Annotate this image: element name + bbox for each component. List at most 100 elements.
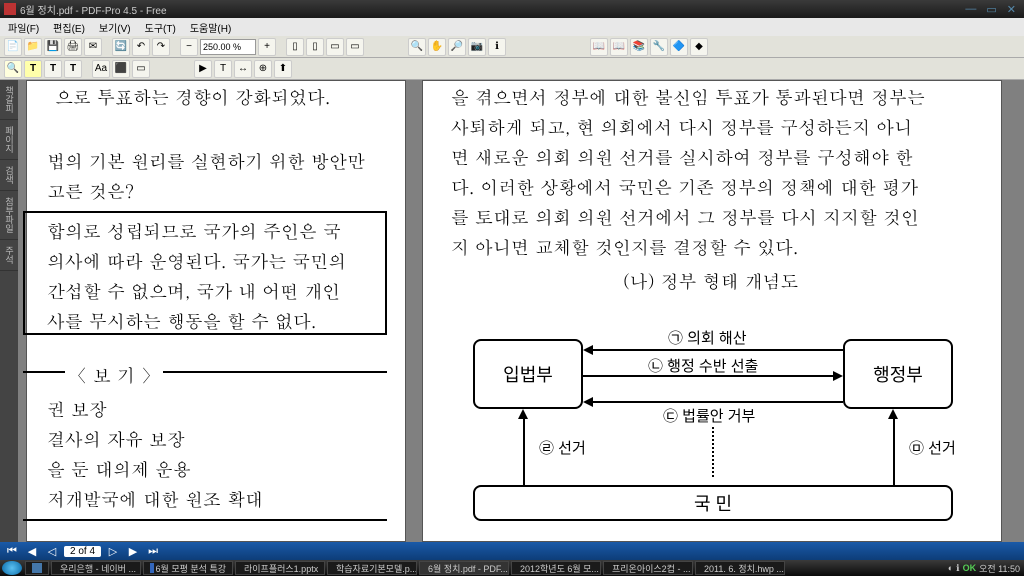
- tab-comment[interactable]: 주석: [0, 240, 18, 271]
- tool-icon[interactable]: 🔧: [650, 38, 668, 56]
- task-item[interactable]: 프리온아이스2컵 - ...: [603, 561, 693, 575]
- highlight-icon[interactable]: 🔍: [4, 60, 22, 78]
- box-line2: 의사에 따라 운영된다. 국가는 국민의: [47, 247, 346, 278]
- clock[interactable]: 오전 11:50: [979, 562, 1020, 575]
- document-area: 으로 투표하는 경향이 강화되었다. 법의 기본 원리를 실현하기 위한 방안만…: [18, 80, 1024, 542]
- menubar: 파일(F) 편집(E) 보기(V) 도구(T) 도움말(H): [0, 18, 1024, 36]
- menu-tools[interactable]: 도구(T): [139, 19, 182, 36]
- task-item[interactable]: 2011. 6. 정치.hwp ...: [695, 561, 785, 575]
- print-icon[interactable]: 🖨: [64, 38, 82, 56]
- para-l4: 다. 이러한 상황에서 국민은 기존 정부의 정책에 대한 평가: [451, 173, 918, 204]
- page-indicator[interactable]: 2 of 4: [64, 546, 101, 557]
- system-tray: ◐ ℹ OK 오전 11:50: [944, 562, 1024, 575]
- option2: 결사의 자유 보장: [47, 425, 185, 456]
- option3: 을 둔 대의제 운용: [47, 455, 191, 486]
- task-item-active[interactable]: 6월 정치.pdf - PDF...: [419, 561, 509, 575]
- maximize-button[interactable]: ▭: [982, 3, 1000, 16]
- zoomin-icon[interactable]: +: [258, 38, 276, 56]
- menu-view[interactable]: 보기(V): [93, 19, 137, 36]
- tab-bookmarks[interactable]: 책갈피: [0, 80, 18, 120]
- menu-edit[interactable]: 편집(E): [47, 19, 91, 36]
- menu-help[interactable]: 도움말(H): [184, 19, 237, 36]
- task-item[interactable]: 2012학년도 6월 모...: [511, 561, 601, 575]
- close-button[interactable]: ✕: [1003, 3, 1020, 16]
- statusbar: ⏮ ◀ ◁ 2 of 4 ▷ ▶ ⏭: [0, 542, 1024, 560]
- text1-icon[interactable]: T: [24, 60, 42, 78]
- next-page-button[interactable]: ▶: [125, 544, 141, 558]
- prev-page-button[interactable]: ◀: [24, 544, 40, 558]
- tab-attach[interactable]: 첨부파일: [0, 191, 18, 240]
- minimize-button[interactable]: —: [961, 3, 980, 16]
- hand-icon[interactable]: ✋: [428, 38, 446, 56]
- toolbar-annot: 🔍 T T T Aa ⬛ ▭ ▶ T ↔ ⊕ ⬆: [0, 58, 1024, 80]
- taskbar: 우리은행 - 네이버 ... 6월 모평 분석 특강 라이프플러스1.pptx …: [0, 560, 1024, 576]
- tray-icon[interactable]: ◐: [948, 563, 953, 573]
- diagram-title: (나) 정부 형태 개념도: [623, 267, 799, 298]
- node-legislature: 입법부: [473, 339, 583, 409]
- book-icon[interactable]: 📖: [590, 38, 608, 56]
- snapshot-icon[interactable]: 📷: [468, 38, 486, 56]
- start-button[interactable]: [2, 561, 22, 575]
- tray-ok-icon[interactable]: OK: [963, 563, 977, 573]
- open-icon[interactable]: 📁: [24, 38, 42, 56]
- tab-search[interactable]: 검색: [0, 160, 18, 191]
- save-icon[interactable]: 💾: [44, 38, 62, 56]
- para-l1: 을 겪으면서 정부에 대한 불신임 투표가 통과된다면 정부는: [451, 83, 925, 114]
- zoom-tool-icon[interactable]: 🔎: [448, 38, 466, 56]
- para-l3: 면 새로운 의회 의원 선거를 실시하여 정부를 구성해야 한: [451, 143, 913, 174]
- quick-launch[interactable]: [25, 561, 49, 575]
- up-icon[interactable]: ⬆: [274, 60, 292, 78]
- page-facing2-icon[interactable]: ▭: [346, 38, 364, 56]
- page-facing-icon[interactable]: ▭: [326, 38, 344, 56]
- text2-icon[interactable]: T: [44, 60, 62, 78]
- shape-icon[interactable]: 🔷: [670, 38, 688, 56]
- book2-icon[interactable]: 📖: [610, 38, 628, 56]
- label-election2: ㉤ 선거: [909, 437, 956, 458]
- target-icon[interactable]: ⊕: [254, 60, 272, 78]
- box-line1: 합의로 성립되므로 국가의 주인은 국: [47, 217, 341, 248]
- page-left: 으로 투표하는 경향이 강화되었다. 법의 기본 원리를 실현하기 위한 방안만…: [26, 80, 406, 542]
- para-l2: 사퇴하게 되고, 현 의회에서 다시 정부를 구성하든지 아니: [451, 113, 912, 144]
- page-right: 을 겪으면서 정부에 대한 불신임 투표가 통과된다면 정부는 사퇴하게 되고,…: [422, 80, 1002, 542]
- rect-icon[interactable]: ⬛: [112, 60, 130, 78]
- prev-view-button[interactable]: ◁: [44, 544, 60, 558]
- selector-icon[interactable]: ▶: [194, 60, 212, 78]
- mail-icon[interactable]: ✉: [84, 38, 102, 56]
- task-item[interactable]: 우리은행 - 네이버 ...: [51, 561, 141, 575]
- page-single-icon[interactable]: ▯: [286, 38, 304, 56]
- node-executive: 행정부: [843, 339, 953, 409]
- node-people: 국 민: [473, 485, 953, 521]
- menu-file[interactable]: 파일(F): [2, 19, 45, 36]
- box-line4: 사를 무시하는 행동을 할 수 없다.: [47, 307, 316, 338]
- tray-icon[interactable]: ℹ: [956, 563, 959, 574]
- para-l5: 를 토대로 의회 의원 선거에서 그 정부를 다시 지지할 것인: [451, 203, 919, 234]
- book3-icon[interactable]: 📚: [630, 38, 648, 56]
- eraser-icon[interactable]: ◆: [690, 38, 708, 56]
- font-icon[interactable]: Aa: [92, 60, 110, 78]
- last-page-button[interactable]: ⏭: [145, 544, 161, 558]
- resize-icon[interactable]: ↔: [234, 60, 252, 78]
- tab-pages[interactable]: 페이지: [0, 120, 18, 160]
- undo-icon[interactable]: ↶: [132, 38, 150, 56]
- para-l6: 지 아니면 교체할 것인지를 결정할 수 있다.: [451, 233, 798, 264]
- task-item[interactable]: 6월 모평 분석 특강: [143, 561, 233, 575]
- task-item[interactable]: 학습자료기본모델.p...: [327, 561, 417, 575]
- first-page-button[interactable]: ⏮: [4, 544, 20, 558]
- zoom-input[interactable]: 250.00 %: [200, 39, 256, 55]
- text-tool-icon[interactable]: T: [214, 60, 232, 78]
- info-icon[interactable]: ℹ: [488, 38, 506, 56]
- text3-icon[interactable]: T: [64, 60, 82, 78]
- page-cont-icon[interactable]: ▯: [306, 38, 324, 56]
- rect2-icon[interactable]: ▭: [132, 60, 150, 78]
- bogi-label: 〈 보 기 〉: [65, 361, 163, 392]
- redo-icon[interactable]: ↷: [152, 38, 170, 56]
- refresh-icon[interactable]: 🔄: [112, 38, 130, 56]
- search-icon[interactable]: 🔍: [408, 38, 426, 56]
- question-text: 법의 기본 원리를 실현하기 위한 방안만: [47, 147, 365, 178]
- new-icon[interactable]: 📄: [4, 38, 22, 56]
- text-line: 으로 투표하는 경향이 강화되었다.: [55, 83, 330, 114]
- next-view-button[interactable]: ▷: [105, 544, 121, 558]
- zoomout-icon[interactable]: −: [180, 38, 198, 56]
- option1: 권 보장: [47, 395, 107, 426]
- task-item[interactable]: 라이프플러스1.pptx: [235, 561, 325, 575]
